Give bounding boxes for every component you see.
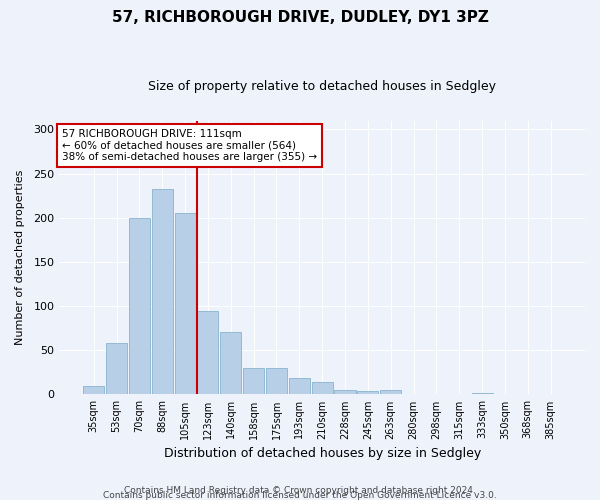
X-axis label: Distribution of detached houses by size in Sedgley: Distribution of detached houses by size … bbox=[164, 447, 481, 460]
Text: Contains HM Land Registry data © Crown copyright and database right 2024.: Contains HM Land Registry data © Crown c… bbox=[124, 486, 476, 495]
Text: 57 RICHBOROUGH DRIVE: 111sqm
← 60% of detached houses are smaller (564)
38% of s: 57 RICHBOROUGH DRIVE: 111sqm ← 60% of de… bbox=[62, 129, 317, 162]
Title: Size of property relative to detached houses in Sedgley: Size of property relative to detached ho… bbox=[148, 80, 496, 93]
Text: 57, RICHBOROUGH DRIVE, DUDLEY, DY1 3PZ: 57, RICHBOROUGH DRIVE, DUDLEY, DY1 3PZ bbox=[112, 10, 488, 25]
Bar bbox=[358, 391, 379, 394]
Bar bbox=[311, 382, 332, 394]
Bar bbox=[152, 188, 173, 394]
Bar bbox=[83, 386, 104, 394]
Bar bbox=[106, 343, 127, 394]
Bar bbox=[243, 368, 264, 394]
Text: Contains public sector information licensed under the Open Government Licence v3: Contains public sector information licen… bbox=[103, 491, 497, 500]
Bar bbox=[266, 368, 287, 394]
Bar bbox=[220, 332, 241, 394]
Bar bbox=[175, 214, 196, 394]
Bar bbox=[289, 378, 310, 394]
Bar bbox=[380, 390, 401, 394]
Bar bbox=[129, 218, 150, 394]
Bar bbox=[334, 390, 356, 394]
Y-axis label: Number of detached properties: Number of detached properties bbox=[15, 170, 25, 345]
Bar bbox=[197, 312, 218, 394]
Bar bbox=[472, 392, 493, 394]
